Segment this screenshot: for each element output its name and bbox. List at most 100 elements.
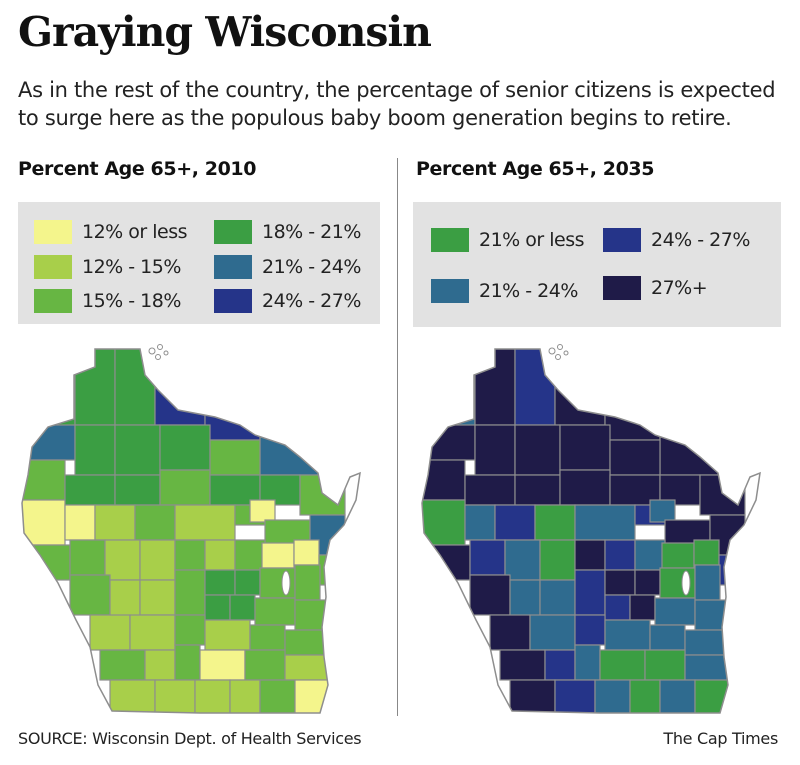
map-title-2010: Percent Age 65+, 2010 (18, 158, 257, 180)
county (284, 654, 331, 681)
county (699, 474, 746, 516)
apostle-island (555, 354, 561, 360)
county (204, 569, 236, 596)
wisconsin-county-map-2035 (421, 344, 761, 714)
county (559, 469, 611, 506)
county (559, 424, 611, 471)
lake-winnebago (281, 570, 291, 596)
county (234, 569, 261, 596)
county (139, 579, 176, 616)
county (259, 567, 296, 599)
county (261, 542, 295, 569)
legend-label: 24% - 27% (262, 290, 361, 312)
county (684, 654, 731, 681)
legend-swatch (214, 289, 252, 313)
county (644, 649, 686, 681)
county (422, 424, 476, 461)
county (249, 624, 286, 651)
county (204, 539, 236, 571)
legend-item: 12% or less (34, 220, 188, 244)
credit-line: The Cap Times (663, 729, 778, 748)
legend-label: 24% - 27% (651, 229, 750, 251)
county (244, 649, 286, 681)
legend-swatch (603, 276, 641, 300)
county (574, 569, 606, 616)
county (229, 679, 261, 713)
legend-item: 27%+ (603, 276, 708, 300)
legend-item: 18% - 21% (214, 220, 361, 244)
county (649, 499, 676, 523)
legend-item: 21% - 24% (431, 279, 578, 303)
county (134, 504, 176, 541)
legend-label: 12% or less (82, 221, 188, 243)
county (694, 564, 721, 601)
county (69, 539, 106, 576)
county (129, 614, 176, 651)
county (234, 539, 266, 571)
county (293, 539, 320, 566)
county (514, 474, 561, 506)
legend-label: 21% - 24% (262, 256, 361, 278)
legend-swatch (431, 279, 469, 303)
legend-item: 24% - 27% (603, 228, 750, 252)
county (154, 374, 206, 426)
county (22, 424, 76, 461)
county (94, 504, 136, 541)
county (474, 424, 516, 476)
county (574, 644, 601, 681)
county (693, 539, 720, 566)
county (634, 539, 666, 571)
county (574, 614, 606, 646)
legend-item: 15% - 18% (34, 289, 181, 313)
county (104, 539, 141, 581)
county (109, 579, 141, 621)
county (514, 349, 556, 426)
legend-swatch (34, 255, 72, 279)
apostle-island (557, 344, 563, 350)
county (174, 569, 206, 616)
county (64, 474, 116, 506)
apostle-island (157, 344, 163, 350)
apostle-island (148, 347, 156, 355)
county (64, 504, 96, 541)
county (254, 597, 296, 626)
county (299, 474, 346, 516)
county (554, 374, 606, 426)
county (99, 649, 146, 681)
county (534, 504, 576, 541)
county (174, 504, 236, 541)
county (574, 539, 606, 571)
county (464, 474, 516, 506)
county (604, 619, 651, 651)
legend-2035: 21% or less 21% - 24% 24% - 27% 27%+ (413, 202, 781, 327)
county (599, 649, 646, 681)
county (114, 424, 161, 476)
county (509, 679, 556, 713)
county (649, 624, 686, 651)
county (174, 614, 206, 646)
county (544, 649, 576, 681)
county (604, 594, 631, 621)
legend-label: 18% - 21% (262, 221, 361, 243)
legend-swatch (431, 228, 469, 252)
county (294, 564, 321, 601)
county (504, 539, 541, 581)
legend-item: 12% - 15% (34, 255, 181, 279)
wisconsin-county-map-2010 (21, 344, 361, 714)
county (159, 469, 211, 506)
county (489, 614, 531, 651)
county (194, 679, 231, 713)
county (469, 574, 511, 616)
county (629, 679, 661, 713)
county (159, 424, 211, 471)
apostle-island (155, 354, 161, 360)
county (22, 499, 66, 546)
legend-2010: 12% or less 12% - 15% 15% - 18% 18% - 21… (18, 202, 380, 324)
county (229, 594, 256, 621)
county (659, 679, 696, 713)
apostle-island (548, 347, 556, 355)
county (554, 679, 596, 713)
county (259, 424, 331, 476)
county (499, 649, 546, 681)
county (539, 539, 576, 581)
